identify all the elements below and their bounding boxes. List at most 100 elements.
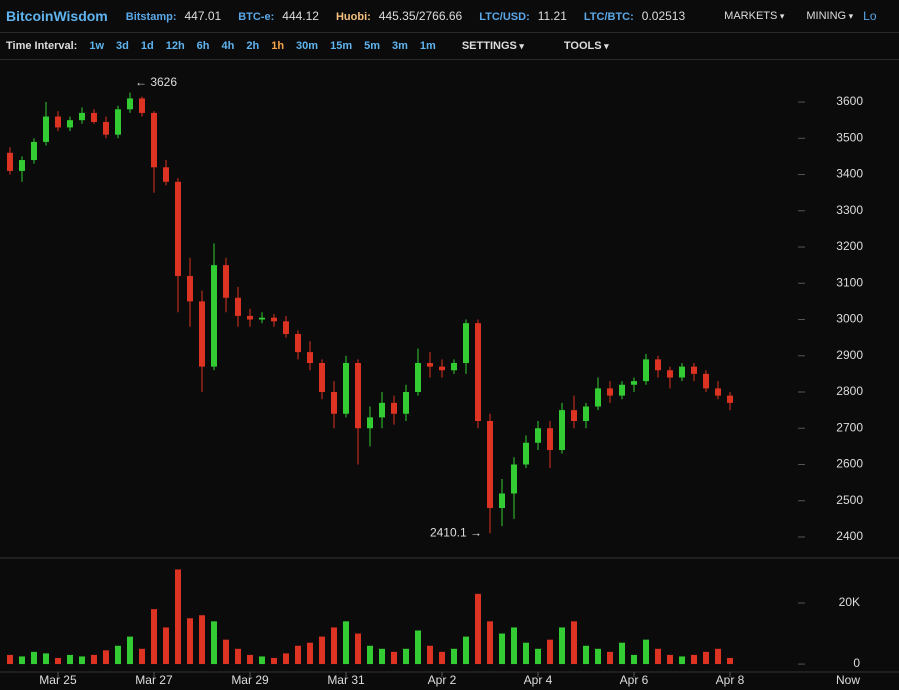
volume-bar bbox=[78, 656, 85, 665]
volume-bar bbox=[511, 627, 518, 665]
candle-body bbox=[403, 392, 410, 414]
interval[interactable]: 2h bbox=[246, 40, 260, 52]
candle-body bbox=[535, 428, 542, 443]
candle-body bbox=[487, 420, 494, 508]
volume-bar bbox=[451, 648, 458, 665]
candle-body bbox=[114, 109, 121, 135]
volume-bar bbox=[258, 656, 265, 665]
y-tick-label: 3100 bbox=[836, 275, 863, 289]
x-tick-label: Apr 6 bbox=[620, 673, 649, 687]
volume-bar bbox=[499, 633, 506, 665]
login[interactable]: Lo bbox=[863, 9, 877, 23]
y-tick-label: 3500 bbox=[836, 130, 863, 144]
interval[interactable]: 1w bbox=[89, 40, 105, 52]
interval[interactable]: 4h bbox=[221, 40, 235, 52]
x-tick-label: Apr 4 bbox=[524, 673, 553, 687]
volume-bar bbox=[138, 648, 145, 665]
ticker: Huobi: 445.35/2766.66 bbox=[336, 9, 462, 23]
ticker-value: 0.02513 bbox=[641, 9, 686, 23]
candle-body bbox=[547, 428, 554, 450]
candle-body bbox=[475, 323, 482, 421]
candle-body bbox=[234, 297, 241, 316]
candle-body bbox=[90, 112, 97, 122]
min-annotation: 2410.1 → bbox=[430, 525, 482, 539]
candle-body bbox=[54, 116, 61, 128]
volume-bar bbox=[66, 654, 73, 665]
interval[interactable]: 12h bbox=[165, 40, 185, 52]
candle-body bbox=[595, 388, 602, 407]
volume-bar bbox=[427, 645, 434, 665]
candle-body bbox=[511, 464, 518, 494]
interval[interactable]: 1h bbox=[271, 40, 285, 52]
volume-bar bbox=[282, 653, 289, 665]
volume-bar bbox=[234, 648, 241, 665]
interval[interactable]: 6h bbox=[196, 40, 210, 52]
ticker: LTC/USD: 11.21 bbox=[479, 9, 567, 23]
menu[interactable]: MARKETS bbox=[724, 10, 784, 22]
candle-body bbox=[655, 359, 662, 371]
candle-body bbox=[354, 363, 361, 429]
interval[interactable]: 3d bbox=[116, 40, 129, 52]
y-tick-label: 3000 bbox=[836, 312, 863, 326]
ticker-value: 445.35/2766.66 bbox=[378, 9, 463, 23]
x-tick-label: Apr 2 bbox=[428, 673, 457, 687]
volume-bar bbox=[306, 642, 313, 665]
volume-bar bbox=[691, 654, 698, 665]
volume-bar bbox=[198, 615, 205, 665]
candle-body bbox=[631, 381, 638, 385]
volume-bar bbox=[390, 651, 397, 665]
candle-body bbox=[415, 363, 422, 392]
candle-body bbox=[583, 406, 590, 421]
ticker-name: BTC-e: bbox=[238, 11, 275, 23]
ticker-value: 11.21 bbox=[537, 9, 567, 23]
volume-bar bbox=[607, 651, 614, 665]
volume-bar bbox=[619, 642, 626, 665]
candle-body bbox=[222, 265, 229, 298]
volume-bar bbox=[162, 627, 169, 665]
interval[interactable]: 30m bbox=[296, 40, 319, 52]
y-tick-label: 2700 bbox=[836, 420, 863, 434]
ticker-value: 447.01 bbox=[184, 9, 222, 23]
candle-body bbox=[210, 265, 217, 367]
max-annotation: ← 3626 bbox=[135, 75, 177, 89]
ticker: Bitstamp: 447.01 bbox=[126, 9, 221, 23]
interval[interactable]: 15m bbox=[330, 40, 353, 52]
candle-body bbox=[282, 321, 289, 335]
ticker-name: Bitstamp: bbox=[125, 11, 177, 23]
volume-bar bbox=[114, 645, 121, 665]
ticker-name: Huobi: bbox=[335, 11, 371, 23]
candle-body bbox=[318, 363, 325, 392]
candle-body bbox=[150, 112, 157, 168]
y-tick-label: 3600 bbox=[836, 94, 863, 108]
y-tick-label: 2500 bbox=[836, 493, 863, 507]
candle-body bbox=[378, 402, 385, 418]
candle-body bbox=[126, 98, 133, 110]
candle-body bbox=[390, 402, 397, 414]
candle-body bbox=[667, 370, 674, 378]
candle-body bbox=[246, 315, 253, 320]
volume-bar bbox=[126, 636, 133, 665]
x-tick-label: Apr 8 bbox=[716, 673, 745, 687]
y-tick-label: 2800 bbox=[836, 384, 863, 398]
menu[interactable]: SETTINGS bbox=[462, 40, 524, 52]
volume-bar bbox=[655, 648, 662, 665]
candle-body bbox=[439, 366, 446, 371]
volume-bar bbox=[523, 642, 530, 665]
candle-body bbox=[162, 167, 169, 182]
interval[interactable]: 5m bbox=[364, 40, 381, 52]
interval[interactable]: 1m bbox=[419, 40, 436, 52]
volume-bar bbox=[150, 609, 157, 665]
volume-bar bbox=[487, 621, 494, 665]
brand[interactable]: BitcoinWisdom bbox=[6, 8, 108, 24]
y-tick-label: 2900 bbox=[836, 348, 863, 362]
interval[interactable]: 1d bbox=[140, 40, 154, 52]
menu[interactable]: TOOLS bbox=[564, 40, 609, 52]
candle-body bbox=[306, 352, 313, 364]
volume-bar bbox=[559, 627, 566, 665]
interval[interactable]: 3m bbox=[392, 40, 408, 52]
volume-bar bbox=[571, 621, 578, 665]
chart: 2400 2500 2600 2700 2800 2900 3000 3100 3200 3300… bbox=[0, 75, 899, 687]
candle-body bbox=[703, 373, 710, 389]
menu[interactable]: MINING bbox=[806, 10, 853, 22]
volume-bar bbox=[631, 654, 638, 665]
